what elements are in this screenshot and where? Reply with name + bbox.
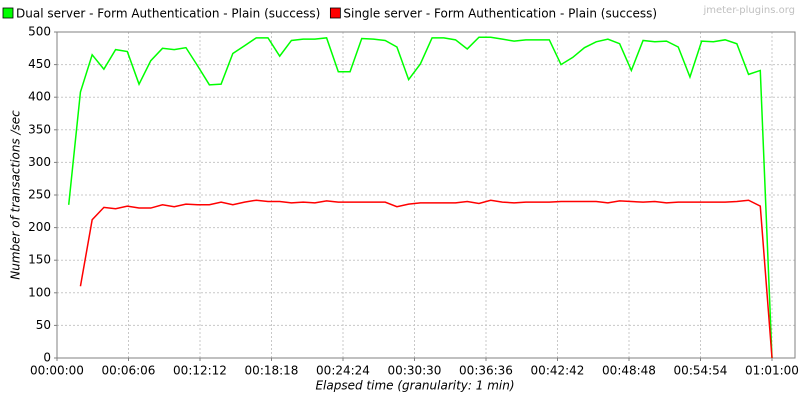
- series-line: [79, 199, 773, 359]
- x-tick-label: 00:54:54: [674, 364, 728, 378]
- x-tick-label: 00:12:12: [173, 364, 227, 378]
- legend-label: Dual server - Form Authentication - Plai…: [16, 7, 320, 21]
- y-tick-label: 100: [28, 285, 51, 299]
- x-tick-label: 00:06:06: [102, 364, 156, 378]
- y-tick-label: 350: [28, 122, 51, 136]
- x-tick-label: 00:30:30: [388, 364, 442, 378]
- legend-swatch: [2, 7, 14, 19]
- legend-swatch: [329, 7, 341, 19]
- x-tick-label: 00:36:36: [459, 364, 513, 378]
- y-axis-title: Number of transactions /sec: [9, 110, 23, 280]
- x-tick-label: 00:42:42: [531, 364, 585, 378]
- x-tick-label: 00:24:24: [316, 364, 370, 378]
- y-tick-label: 200: [28, 220, 51, 234]
- y-tick-label: 150: [28, 253, 51, 267]
- x-tick-label: 00:48:48: [602, 364, 656, 378]
- y-tick-label: 50: [36, 318, 51, 332]
- x-tick-label: 00:18:18: [245, 364, 299, 378]
- y-tick-label: 450: [28, 57, 51, 71]
- y-tick-label: 300: [28, 155, 51, 169]
- x-axis-title: Elapsed time (granularity: 1 min): [315, 379, 514, 393]
- series-line: [67, 36, 773, 359]
- x-tick-label: 01:01:00: [745, 364, 799, 378]
- y-tick-label: 500: [28, 25, 51, 39]
- watermark: jmeter-plugins.org: [702, 5, 795, 16]
- x-tick-label: 00:00:00: [30, 364, 84, 378]
- y-tick-label: 0: [43, 351, 51, 365]
- y-tick-label: 400: [28, 90, 51, 104]
- legend-label: Single server - Form Authentication - Pl…: [343, 7, 657, 21]
- y-tick-label: 250: [28, 188, 51, 202]
- plot-frame: [56, 31, 796, 359]
